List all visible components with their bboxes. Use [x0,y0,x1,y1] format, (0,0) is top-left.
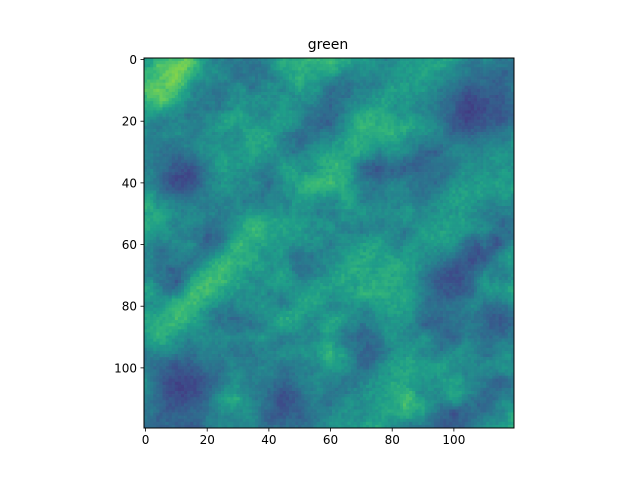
y-tick-label: 0 [129,53,137,67]
y-tick-label: 80 [122,300,137,314]
y-tick-label: 20 [122,115,137,129]
heatmap-image [144,58,515,429]
x-tick-label: 20 [200,433,215,447]
x-axis: 0 20 40 60 80 100 [142,428,465,447]
x-tick-label: 80 [385,433,400,447]
y-tick-label: 40 [122,176,137,190]
chart-title: green [308,37,348,53]
plot-frame [143,57,515,429]
y-tick-label: 60 [122,238,137,252]
x-tick-label: 40 [261,433,276,447]
x-tick-label: 100 [442,433,465,447]
x-tick-label: 60 [323,433,338,447]
y-axis: 0 20 40 60 80 100 [114,53,144,375]
y-tick-label: 100 [114,361,137,375]
x-tick-label: 0 [142,433,150,447]
